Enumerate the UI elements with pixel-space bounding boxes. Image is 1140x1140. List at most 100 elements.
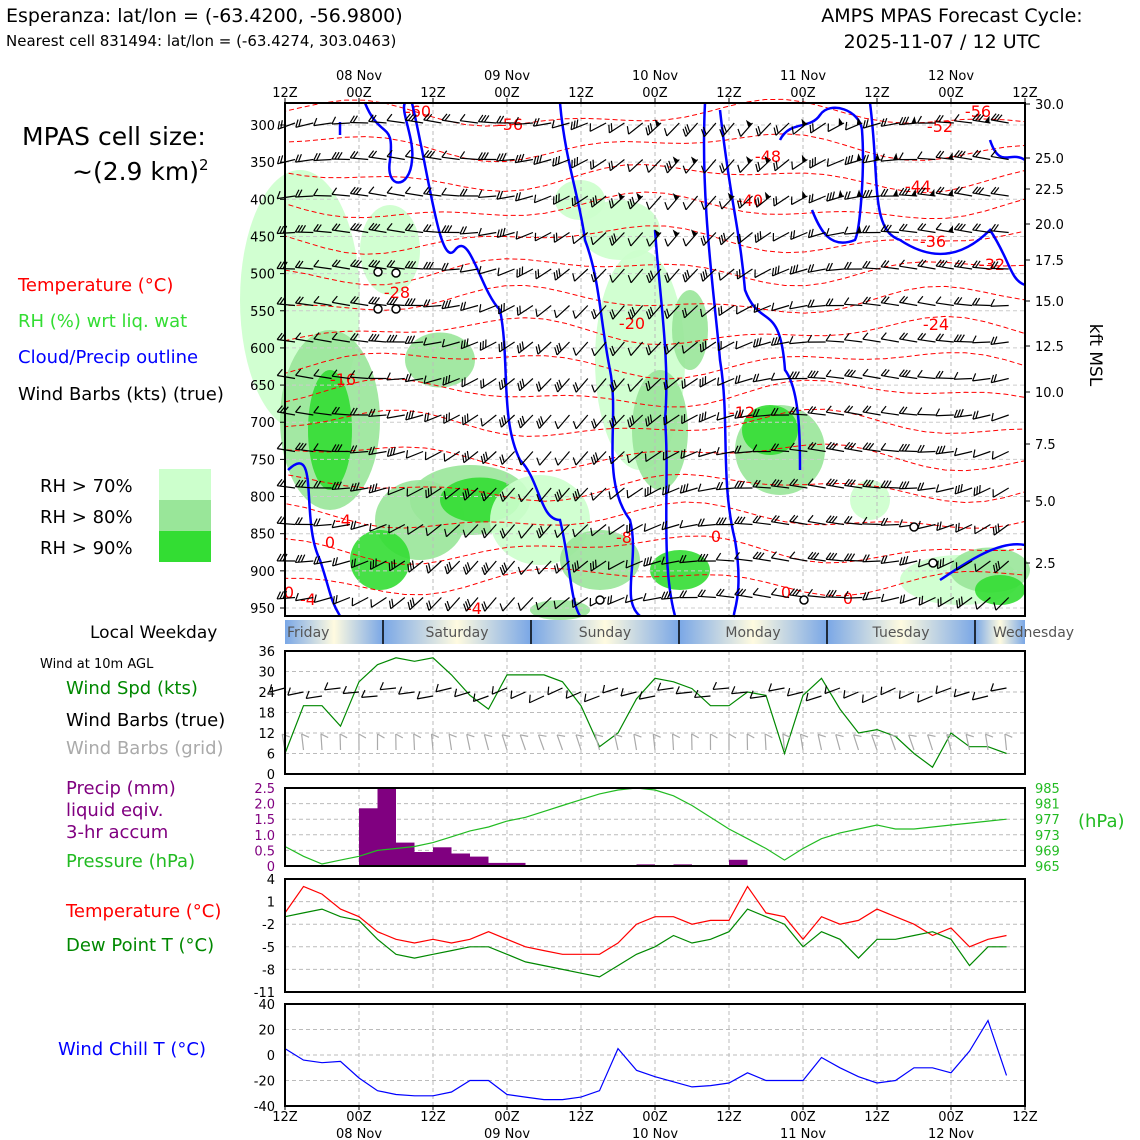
temp-label-16: 0 <box>325 533 335 552</box>
wind-barb-11-19 <box>626 523 643 534</box>
wind-barb-12-37 <box>955 560 973 571</box>
wind-barb-3-17 <box>590 232 607 246</box>
barb-flag <box>521 266 524 275</box>
barb-staff <box>972 304 991 307</box>
temp-contour-13 <box>284 501 1026 529</box>
grid-barb-12 <box>501 734 511 751</box>
grid-barb-38 <box>984 733 994 751</box>
barb-flag <box>441 113 448 121</box>
barb-staff <box>899 450 918 453</box>
barb-staff <box>790 231 808 240</box>
barb-flag <box>466 562 471 571</box>
barb-staff <box>368 450 387 456</box>
wind-barb-6-1 <box>295 332 314 343</box>
barb-flag <box>917 295 924 303</box>
barb-flag <box>789 551 796 559</box>
wind-barb-12-31 <box>843 553 863 562</box>
wind-barb-5-14 <box>535 305 552 318</box>
barb-flag <box>444 113 451 121</box>
wind-barb-0-17 <box>589 122 607 132</box>
barb-flag <box>590 527 593 536</box>
barb-pennant <box>874 152 880 161</box>
barb-flag <box>313 223 319 232</box>
barb-flag <box>553 272 556 281</box>
barb-flag <box>647 308 652 317</box>
barb-staff <box>935 302 954 307</box>
barb-flag <box>428 261 434 270</box>
wind-barb-8-26 <box>752 408 771 418</box>
barb-flag <box>502 152 507 161</box>
grid-barb-flag <box>575 734 585 738</box>
barb-staff <box>276 231 296 235</box>
wind-barb-11-30 <box>825 515 845 526</box>
barb-flag <box>686 124 691 133</box>
grid-barb-flag <box>946 733 955 738</box>
wind-barb-11-23 <box>697 518 716 527</box>
true-barb-flag <box>435 683 439 692</box>
barb-staff <box>827 122 845 133</box>
barb-flag <box>844 156 848 165</box>
pressure-tick-5: 550 <box>250 305 275 320</box>
barb-staff <box>809 158 826 169</box>
temp-contour-11 <box>284 443 1026 473</box>
wind-barb-2-10 <box>459 188 479 197</box>
wind-barb-2-18 <box>608 192 625 209</box>
grid-barb-staff <box>871 734 878 751</box>
barb-staff <box>844 339 863 343</box>
bottom-date-tick-0: 08 Nov <box>336 1127 382 1140</box>
wind-barb-6-2 <box>313 332 332 343</box>
barb-flag <box>447 225 453 233</box>
grid-barb-staff <box>483 734 490 751</box>
wind-barb-12-18 <box>607 560 625 571</box>
barb-flag <box>662 486 665 495</box>
barb-flag <box>956 334 962 342</box>
grid-barb-22 <box>691 733 700 751</box>
barb-staff <box>555 597 570 610</box>
barb-flag <box>777 265 780 274</box>
barb-staff <box>332 560 351 567</box>
barb-flag <box>975 223 981 231</box>
barb-flag <box>298 118 302 127</box>
barb-staff <box>386 414 405 419</box>
barb-staff <box>442 341 460 348</box>
wind-barb-13-14 <box>535 597 552 611</box>
wind-barb-3-2 <box>313 223 332 234</box>
barb-flag <box>533 156 537 165</box>
barb-staff <box>574 524 589 538</box>
barb-staff <box>332 523 351 529</box>
wind-barb-10-10 <box>462 487 479 501</box>
bottom-date-tick-4: 12 Nov <box>928 1127 974 1140</box>
barb-staff <box>350 523 369 530</box>
barb-flag <box>770 443 777 451</box>
barb-flag <box>517 493 522 502</box>
barb-flag <box>503 377 506 387</box>
true-barb-flag <box>657 682 662 691</box>
rh-region-2 <box>308 370 352 490</box>
true-barb-staff <box>862 695 878 704</box>
barb-flag <box>627 238 632 247</box>
barb-flag <box>627 311 632 320</box>
barb-flag <box>862 516 868 525</box>
wind-barb-9-24 <box>715 447 735 456</box>
wind-barb-2-11 <box>477 189 497 199</box>
barb-flag <box>825 263 830 271</box>
true-barb-staff <box>473 695 489 703</box>
wind-barb-7-3 <box>331 369 350 380</box>
barb-flag <box>295 296 301 304</box>
barb-flag <box>500 304 503 313</box>
barb-flag <box>880 259 887 268</box>
barb-flag <box>335 595 338 604</box>
temp-ytick-1: -8 <box>262 963 275 978</box>
barb-staff <box>555 305 570 319</box>
barb-flag <box>682 238 687 247</box>
barb-flag <box>719 165 723 174</box>
barb-flag <box>611 417 615 427</box>
barb-flag <box>331 332 338 340</box>
wind-barb-0-32 <box>862 119 881 129</box>
barb-flag <box>313 518 318 527</box>
barb-flag <box>627 163 631 172</box>
barb-flag <box>807 551 814 559</box>
barb-flag <box>410 335 416 344</box>
wind-barb-6-16 <box>572 341 589 356</box>
barb-flag <box>721 162 725 171</box>
